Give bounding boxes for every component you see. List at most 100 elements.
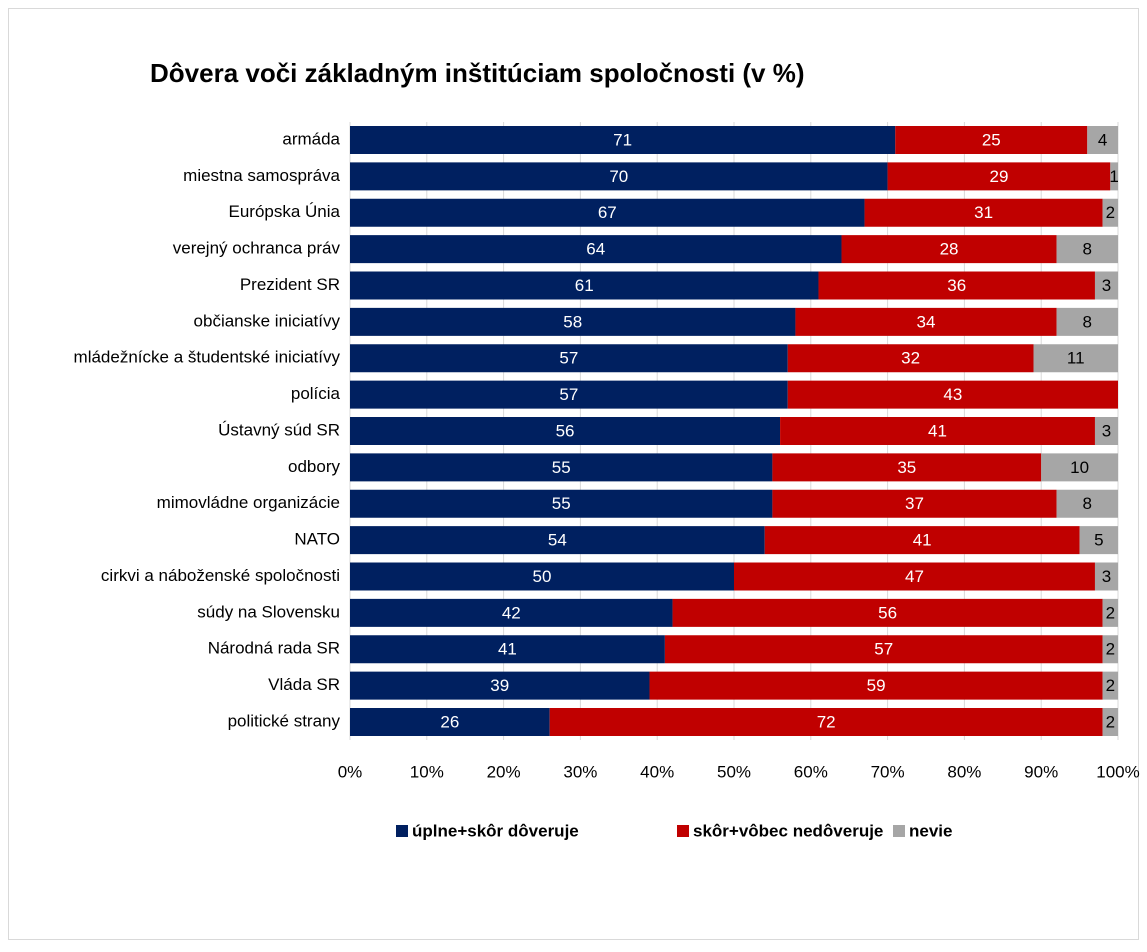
bar-segment bbox=[887, 162, 1111, 191]
value-label: 41 bbox=[913, 531, 932, 550]
category-label: miestna samospráva bbox=[183, 166, 340, 185]
bar-segment bbox=[350, 526, 765, 555]
value-label: 70 bbox=[609, 167, 628, 186]
value-label: 54 bbox=[548, 531, 567, 550]
category-label: Ústavný súd SR bbox=[218, 420, 340, 439]
category-label: armáda bbox=[282, 129, 340, 148]
bar-segment bbox=[795, 307, 1057, 336]
x-tick-label: 40% bbox=[640, 762, 674, 781]
x-tick-label: 70% bbox=[871, 762, 905, 781]
bar-segment bbox=[780, 417, 1095, 445]
bar-segment bbox=[350, 708, 550, 736]
value-label: 42 bbox=[502, 603, 521, 622]
category-label: verejný ochranca práv bbox=[173, 239, 341, 258]
bar-segment bbox=[649, 671, 1103, 700]
bar-segment bbox=[350, 235, 842, 264]
value-label: 2 bbox=[1106, 603, 1115, 622]
x-tick-label: 0% bbox=[338, 762, 363, 781]
bar-segment bbox=[549, 708, 1103, 736]
category-label: Prezident SR bbox=[240, 275, 340, 294]
bar-segment bbox=[895, 126, 1088, 154]
category-label: mládežnícke a študentské iniciatívy bbox=[74, 348, 341, 367]
category-label: mimovládne organizácie bbox=[157, 493, 340, 512]
value-label: 43 bbox=[943, 385, 962, 404]
chart-title: Dôvera voči základným inštitúciam spoloč… bbox=[150, 58, 805, 88]
bar-segment bbox=[350, 635, 665, 664]
bar-segment bbox=[1110, 162, 1118, 191]
legend-swatch bbox=[396, 825, 408, 837]
value-label: 10 bbox=[1070, 458, 1089, 477]
value-label: 55 bbox=[552, 494, 571, 513]
value-label: 1 bbox=[1109, 167, 1118, 186]
value-label: 47 bbox=[905, 567, 924, 586]
value-label: 26 bbox=[440, 712, 459, 731]
category-label: súdy na Slovensku bbox=[197, 602, 340, 621]
bar-segment bbox=[764, 526, 1080, 555]
bar-segment bbox=[1102, 198, 1118, 227]
value-label: 56 bbox=[878, 603, 897, 622]
legend-label: úplne+skôr dôveruje bbox=[412, 821, 579, 840]
bar-segment bbox=[772, 453, 1042, 482]
x-tick-label: 50% bbox=[717, 762, 751, 781]
value-label: 57 bbox=[874, 640, 893, 659]
category-label: cirkvi a náboženské spoločnosti bbox=[101, 566, 340, 585]
bar-segment bbox=[350, 598, 673, 627]
value-label: 36 bbox=[947, 276, 966, 295]
value-label: 31 bbox=[974, 203, 993, 222]
x-tick-label: 10% bbox=[410, 762, 444, 781]
value-label: 2 bbox=[1106, 712, 1115, 731]
value-label: 34 bbox=[917, 312, 936, 331]
bar-segment bbox=[350, 562, 734, 591]
bar-segment bbox=[1056, 489, 1118, 518]
x-tick-label: 80% bbox=[947, 762, 981, 781]
category-label: Vláda SR bbox=[268, 675, 340, 694]
value-label: 59 bbox=[867, 676, 886, 695]
value-label: 41 bbox=[928, 421, 947, 440]
bar-segment bbox=[1079, 526, 1118, 555]
value-label: 3 bbox=[1102, 567, 1111, 586]
bar-segment bbox=[350, 162, 888, 191]
bar-segment bbox=[734, 562, 1095, 591]
bar-segment bbox=[787, 380, 1118, 409]
bar-segment bbox=[664, 635, 1103, 664]
value-label: 71 bbox=[613, 130, 632, 149]
bar-segment bbox=[350, 489, 773, 518]
value-label: 72 bbox=[817, 712, 836, 731]
bar-segment bbox=[1056, 307, 1118, 336]
bar-segment bbox=[1094, 562, 1118, 591]
bar-segment bbox=[350, 344, 788, 373]
value-label: 39 bbox=[490, 676, 509, 695]
value-label: 3 bbox=[1102, 421, 1111, 440]
category-label: NATO bbox=[294, 530, 340, 549]
x-tick-label: 30% bbox=[563, 762, 597, 781]
category-label: Národná rada SR bbox=[208, 639, 340, 658]
bar-segment bbox=[1102, 708, 1118, 736]
value-label: 57 bbox=[559, 349, 578, 368]
value-label: 55 bbox=[552, 458, 571, 477]
value-label: 25 bbox=[982, 130, 1001, 149]
bar-segment bbox=[1102, 671, 1118, 700]
value-label: 2 bbox=[1106, 640, 1115, 659]
value-label: 8 bbox=[1083, 494, 1092, 513]
value-label: 64 bbox=[586, 240, 605, 259]
bar-segment bbox=[1102, 635, 1118, 664]
bar-segment bbox=[1087, 126, 1118, 154]
value-label: 5 bbox=[1094, 531, 1103, 550]
bar-segment bbox=[787, 344, 1034, 373]
category-label: odbory bbox=[288, 457, 340, 476]
value-label: 35 bbox=[897, 458, 916, 477]
value-label: 37 bbox=[905, 494, 924, 513]
category-label: Európska Únia bbox=[228, 202, 340, 221]
bar-segment bbox=[1033, 344, 1118, 373]
value-label: 57 bbox=[559, 385, 578, 404]
x-tick-label: 90% bbox=[1024, 762, 1058, 781]
bar-segment bbox=[350, 417, 781, 445]
bar-segment bbox=[1094, 417, 1118, 445]
value-label: 61 bbox=[575, 276, 594, 295]
category-label: polícia bbox=[291, 384, 341, 403]
bar-segment bbox=[672, 598, 1103, 627]
value-label: 4 bbox=[1098, 130, 1107, 149]
bar-segment bbox=[350, 307, 796, 336]
bar-segment bbox=[1041, 453, 1118, 482]
bar-segment bbox=[1094, 271, 1118, 300]
